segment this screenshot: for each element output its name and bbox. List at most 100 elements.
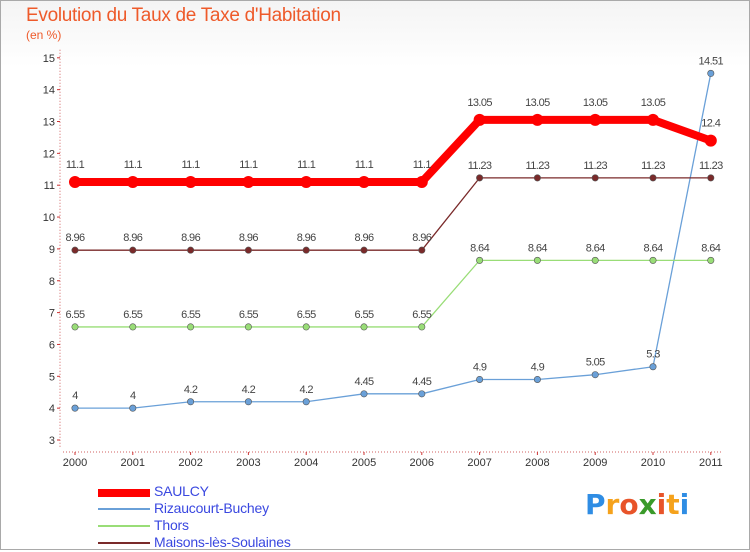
data-label-saulcy-2001: 11.1: [124, 159, 143, 171]
data-label-thors-2008: 8.64: [528, 242, 547, 254]
logo-letter-0: P: [585, 488, 606, 521]
data-label-maisons-les-soulaines-2004: 8.96: [297, 232, 316, 244]
data-label-rizaucourt-buchey-2011: 14.51: [699, 55, 724, 67]
point-thors-2003: [244, 323, 252, 331]
y-tick-label-14: 14: [43, 85, 55, 97]
data-label-saulcy-2004: 11.1: [297, 159, 316, 171]
point-rizaucourt-buchey-2007: [476, 375, 484, 383]
point-rizaucourt-buchey-2011: [707, 69, 715, 77]
point-saulcy-2003: [242, 176, 255, 189]
data-label-thors-2001: 6.55: [123, 309, 142, 321]
y-tick-label-7: 7: [49, 308, 55, 320]
data-label-thors-2006: 6.55: [412, 309, 431, 321]
data-label-maisons-les-soulaines-2001: 8.96: [123, 232, 142, 244]
point-rizaucourt-buchey-2003: [244, 398, 252, 406]
x-tick-label-2008: 2008: [525, 457, 549, 469]
data-label-saulcy-2008: 13.05: [525, 97, 550, 109]
x-tick-label-2011: 2011: [699, 457, 723, 469]
point-maisons-les-soulaines-2007: [476, 174, 484, 182]
point-rizaucourt-buchey-2004: [302, 398, 310, 406]
point-thors-2002: [187, 323, 195, 331]
point-thors-2009: [591, 256, 599, 264]
data-label-thors-2002: 6.55: [181, 309, 200, 321]
data-label-rizaucourt-buchey-2002: 4.2: [184, 384, 198, 396]
x-tick-label-2006: 2006: [410, 457, 434, 469]
data-label-saulcy-2002: 11.1: [181, 159, 200, 171]
point-saulcy-2004: [300, 176, 313, 189]
point-thors-2007: [476, 256, 484, 264]
data-label-rizaucourt-buchey-2000: 4: [72, 390, 78, 402]
point-thors-2006: [418, 323, 426, 331]
data-label-thors-2003: 6.55: [239, 309, 258, 321]
series-line-maisons-les-soulaines: [74, 177, 712, 251]
logo-letter-2: o: [619, 488, 639, 521]
point-thors-2010: [649, 256, 657, 264]
data-label-maisons-les-soulaines-2006: 8.96: [412, 232, 431, 244]
point-maisons-les-soulaines-2010: [649, 174, 657, 182]
data-label-rizaucourt-buchey-2010: 5.3: [646, 349, 660, 361]
x-tick-label-2009: 2009: [583, 457, 607, 469]
data-label-rizaucourt-buchey-2005: 4.45: [354, 376, 373, 388]
legend-swatch-rizaucourt-buchey: [98, 508, 150, 510]
x-tick-label-2010: 2010: [641, 457, 665, 469]
data-label-maisons-les-soulaines-2007: 11.23: [468, 160, 492, 172]
legend-label-saulcy: SAULCY: [154, 483, 209, 499]
data-label-saulcy-2006: 11.1: [413, 159, 432, 171]
data-label-maisons-les-soulaines-2003: 8.96: [239, 232, 258, 244]
data-label-thors-2004: 6.55: [297, 309, 316, 321]
legend-label-thors: Thors: [154, 517, 189, 533]
data-label-rizaucourt-buchey-2003: 4.2: [242, 384, 256, 396]
proxiti-logo: Proxiti: [585, 488, 689, 521]
x-tick-label-2000: 2000: [63, 457, 87, 469]
data-label-thors-2011: 8.64: [701, 242, 720, 254]
y-tick-label-9: 9: [49, 244, 55, 256]
y-tick-label-4: 4: [49, 403, 55, 415]
data-label-saulcy-2000: 11.1: [66, 159, 85, 171]
point-maisons-les-soulaines-2005: [360, 246, 368, 254]
legend-swatch-maisons-les-soulaines: [98, 542, 150, 544]
point-saulcy-2000: [69, 176, 81, 189]
data-label-saulcy-2005: 11.1: [355, 159, 374, 171]
x-tick-label-2003: 2003: [236, 457, 260, 469]
point-saulcy-2002: [184, 176, 197, 189]
data-label-maisons-les-soulaines-2002: 8.96: [181, 232, 200, 244]
point-maisons-les-soulaines-2009: [591, 174, 599, 182]
legend-label-maisons-les-soulaines: Maisons-lès-Soulaines: [154, 534, 291, 550]
chart-subtitle: (en %): [26, 28, 62, 42]
data-label-rizaucourt-buchey-2006: 4.45: [412, 376, 431, 388]
data-label-maisons-les-soulaines-2008: 11.23: [526, 160, 550, 172]
point-saulcy-2001: [126, 176, 139, 189]
point-rizaucourt-buchey-2010: [649, 363, 657, 371]
legend-swatch-thors: [98, 525, 150, 527]
series-line-thors: [74, 259, 712, 328]
x-tick-label-2001: 2001: [121, 457, 145, 469]
point-maisons-les-soulaines-2001: [129, 246, 137, 254]
series-line-saulcy: [71, 115, 715, 187]
legend-label-rizaucourt-buchey: Rizaucourt-Buchey: [154, 500, 269, 516]
point-maisons-les-soulaines-2000: [71, 246, 79, 254]
y-tick-label-5: 5: [49, 371, 55, 383]
point-saulcy-2005: [358, 176, 370, 189]
data-label-maisons-les-soulaines-2009: 11.23: [583, 160, 607, 172]
data-label-maisons-les-soulaines-2011: 11.23: [699, 160, 723, 172]
y-tick-label-3: 3: [49, 435, 55, 447]
data-label-thors-2007: 8.64: [470, 242, 489, 254]
point-rizaucourt-buchey-2008: [533, 375, 541, 383]
data-label-rizaucourt-buchey-2009: 5.05: [586, 357, 605, 369]
data-label-saulcy-2009: 13.05: [583, 97, 608, 109]
data-label-rizaucourt-buchey-2001: 4: [130, 390, 136, 402]
point-maisons-les-soulaines-2004: [302, 246, 310, 254]
chart-title: Evolution du Taux de Taxe d'Habitation: [26, 5, 341, 26]
data-label-thors-2005: 6.55: [354, 309, 373, 321]
point-thors-2004: [302, 323, 310, 331]
data-label-saulcy-2011: 12.4: [701, 118, 720, 130]
point-thors-2000: [71, 323, 79, 331]
data-label-maisons-les-soulaines-2010: 11.23: [641, 160, 665, 172]
x-tick-label-2004: 2004: [294, 457, 318, 469]
point-maisons-les-soulaines-2006: [418, 246, 426, 254]
point-thors-2008: [533, 256, 541, 264]
logo-letter-1: r: [605, 488, 620, 521]
point-maisons-les-soulaines-2003: [244, 246, 252, 254]
